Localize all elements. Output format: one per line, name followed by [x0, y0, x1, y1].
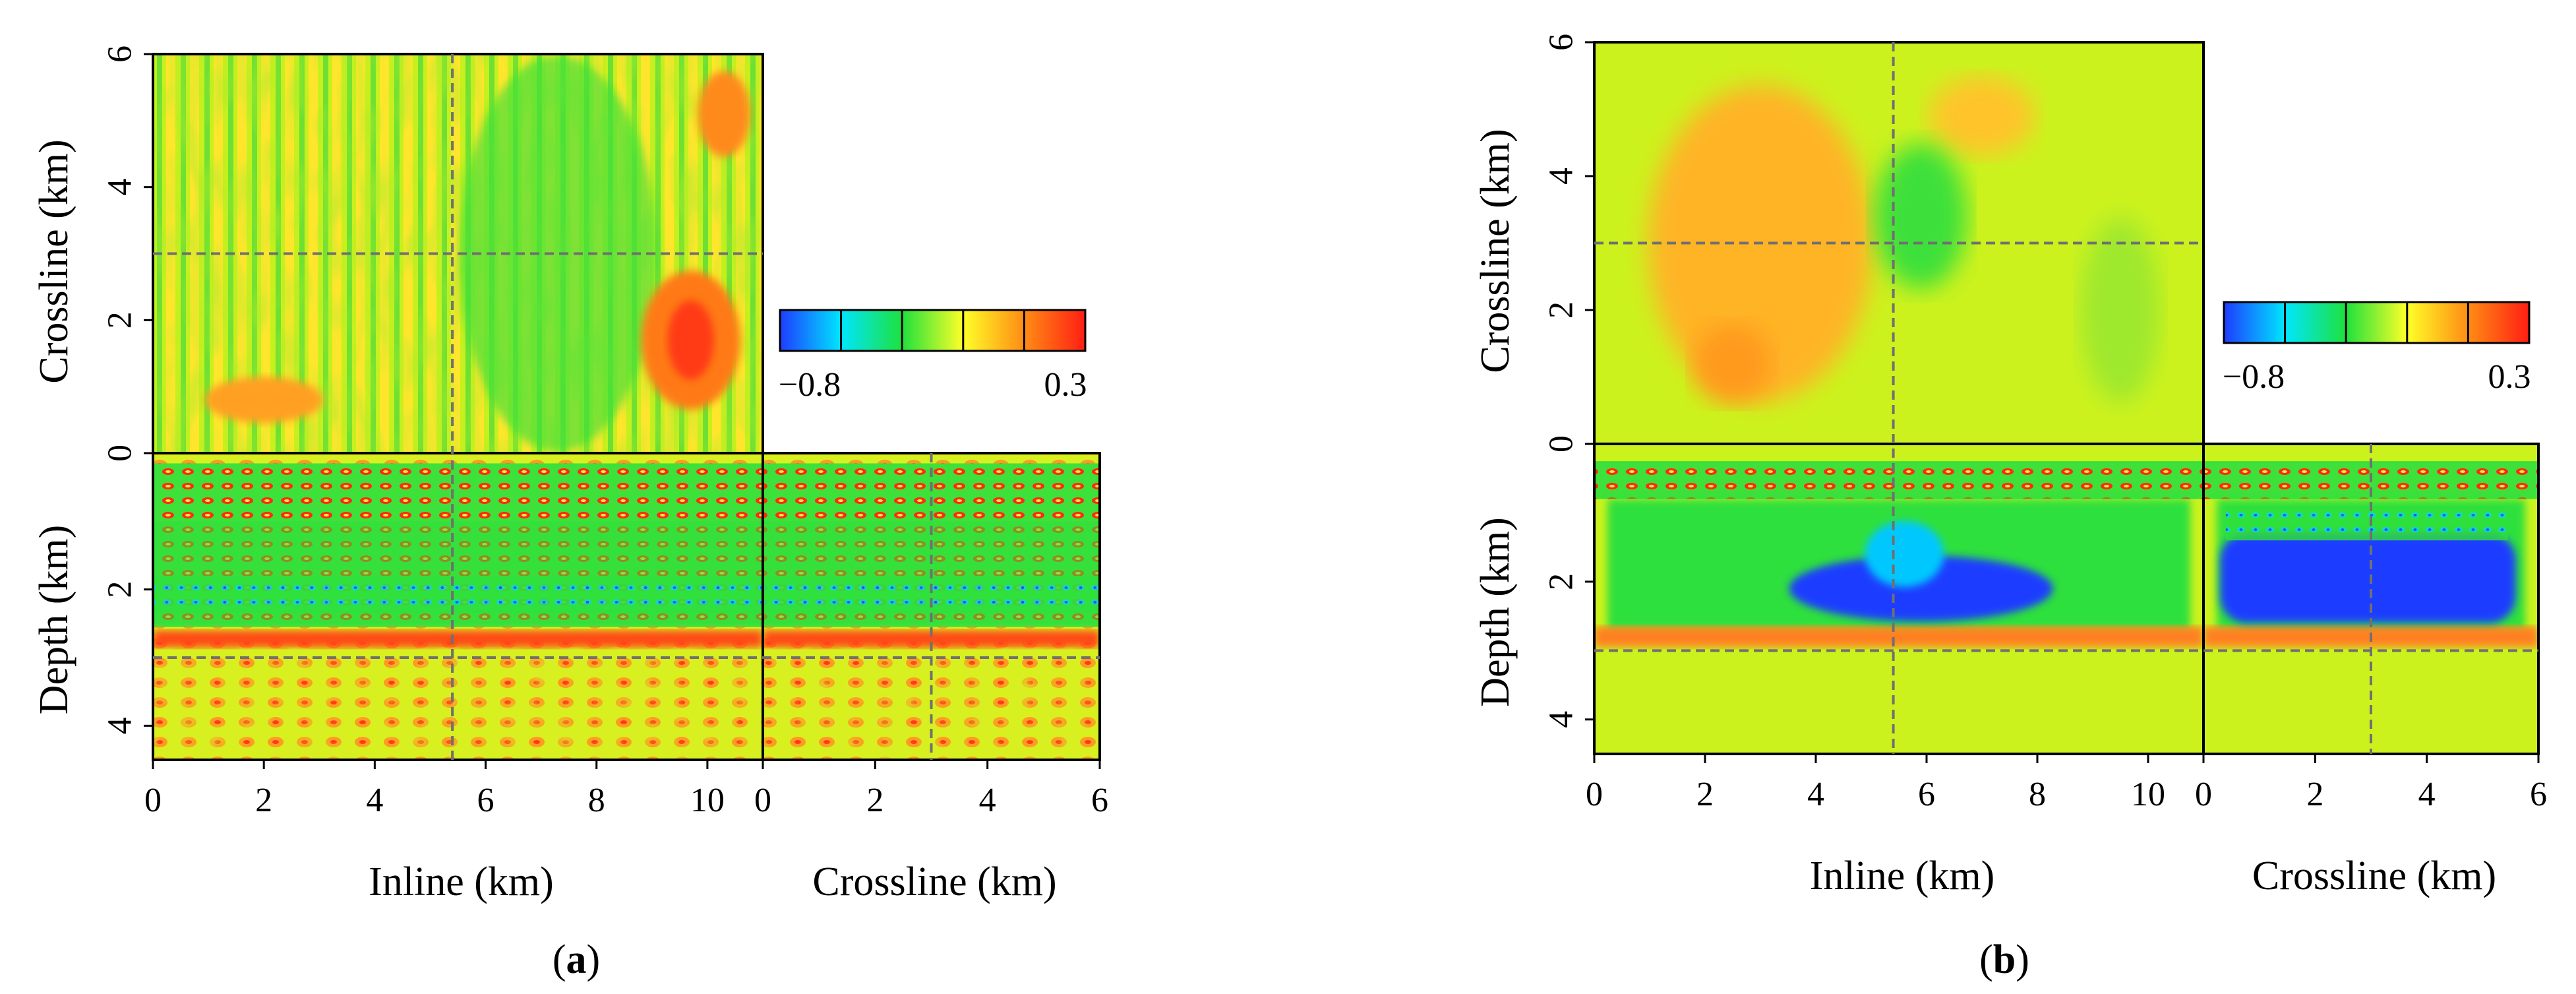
crossline-tick-label: 0 [1543, 435, 1580, 452]
crossline-section-tick-label: 0 [2195, 776, 2212, 813]
inline-tick-label: 10 [690, 782, 725, 819]
panel-label: (a) [553, 937, 600, 982]
crossline-section-tick-label: 4 [2418, 776, 2436, 813]
crossline-tick-label: 0 [102, 445, 139, 462]
crossline-tick-label: 6 [1543, 34, 1580, 51]
panel-label-letter: b [1993, 937, 2016, 982]
crossline-section-tick-label: 0 [754, 782, 771, 819]
panel-a: 0 2 4 6 2 4 0 2 4 6 8 10 0 2 4 6 Crossline (km) Depth (km… [32, 46, 1108, 982]
inline-section-image [1594, 444, 2203, 754]
colorbar-min-label: −0.8 [2223, 358, 2285, 396]
colorbar-min-label: −0.8 [779, 366, 841, 404]
inline-tick-label: 10 [2131, 776, 2165, 813]
crossline-section-tick-label: 6 [2530, 776, 2547, 813]
inline-tick-label: 2 [255, 782, 272, 819]
crossline-section-tick-label: 2 [2306, 776, 2323, 813]
inline-axis-title: Inline (km) [369, 859, 554, 904]
inline-axis-title: Inline (km) [1810, 854, 1995, 898]
crossline-section-tick-label: 4 [979, 782, 996, 819]
crossline-section-tick-label: 6 [1091, 782, 1108, 819]
panel-label-open: ( [553, 937, 566, 982]
panel-label-close: ) [587, 937, 601, 982]
panel-label: (b) [1979, 937, 2029, 982]
inline-section-image [153, 453, 763, 760]
crossline-tick-label: 4 [1543, 168, 1580, 185]
depth-axis-title: Depth (km) [32, 525, 76, 715]
crossline-axis-title: Crossline (km) [32, 139, 76, 383]
depth-tick-label: 2 [102, 581, 139, 598]
depth-tick-label: 4 [102, 717, 139, 734]
inline-tick-label: 8 [2029, 776, 2046, 813]
crossline-section-axis-title: Crossline (km) [2252, 854, 2496, 898]
crossline-tick-label: 6 [102, 46, 139, 63]
inline-tick-label: 6 [1918, 776, 1935, 813]
depth-tick-label: 2 [1543, 573, 1580, 590]
depth-tick-label: 4 [1543, 711, 1580, 728]
colorbar [2223, 301, 2531, 344]
crossline-tick-label: 4 [102, 179, 139, 196]
inline-tick-label: 4 [1807, 776, 1824, 813]
crossline-tick-label: 2 [102, 311, 139, 328]
crossline-section-axis-title: Crossline (km) [812, 859, 1056, 904]
panel-label-letter: a [566, 937, 587, 982]
colorbar [779, 309, 1087, 352]
panel-label-open: ( [1979, 937, 1993, 982]
crossline-tick-label: 2 [1543, 301, 1580, 319]
depth-axis-title: Depth (km) [1473, 517, 1518, 707]
panel-label-close: ) [2016, 937, 2029, 982]
inline-tick-label: 8 [588, 782, 605, 819]
crossline-section-tick-label: 2 [866, 782, 884, 819]
inline-tick-label: 2 [1696, 776, 1714, 813]
inline-tick-label: 0 [144, 782, 162, 819]
crossline-axis-title: Crossline (km) [1473, 129, 1518, 373]
inline-tick-label: 4 [366, 782, 383, 819]
panel-b: 0 2 4 6 2 4 0 2 4 6 8 10 0 2 4 6 Crossline (km) Depth (km… [1473, 34, 2547, 982]
colorbar-max-label: 0.3 [2488, 358, 2531, 396]
inline-tick-label: 0 [1586, 776, 1603, 813]
colorbar-max-label: 0.3 [1044, 366, 1087, 404]
inline-tick-label: 6 [477, 782, 494, 819]
